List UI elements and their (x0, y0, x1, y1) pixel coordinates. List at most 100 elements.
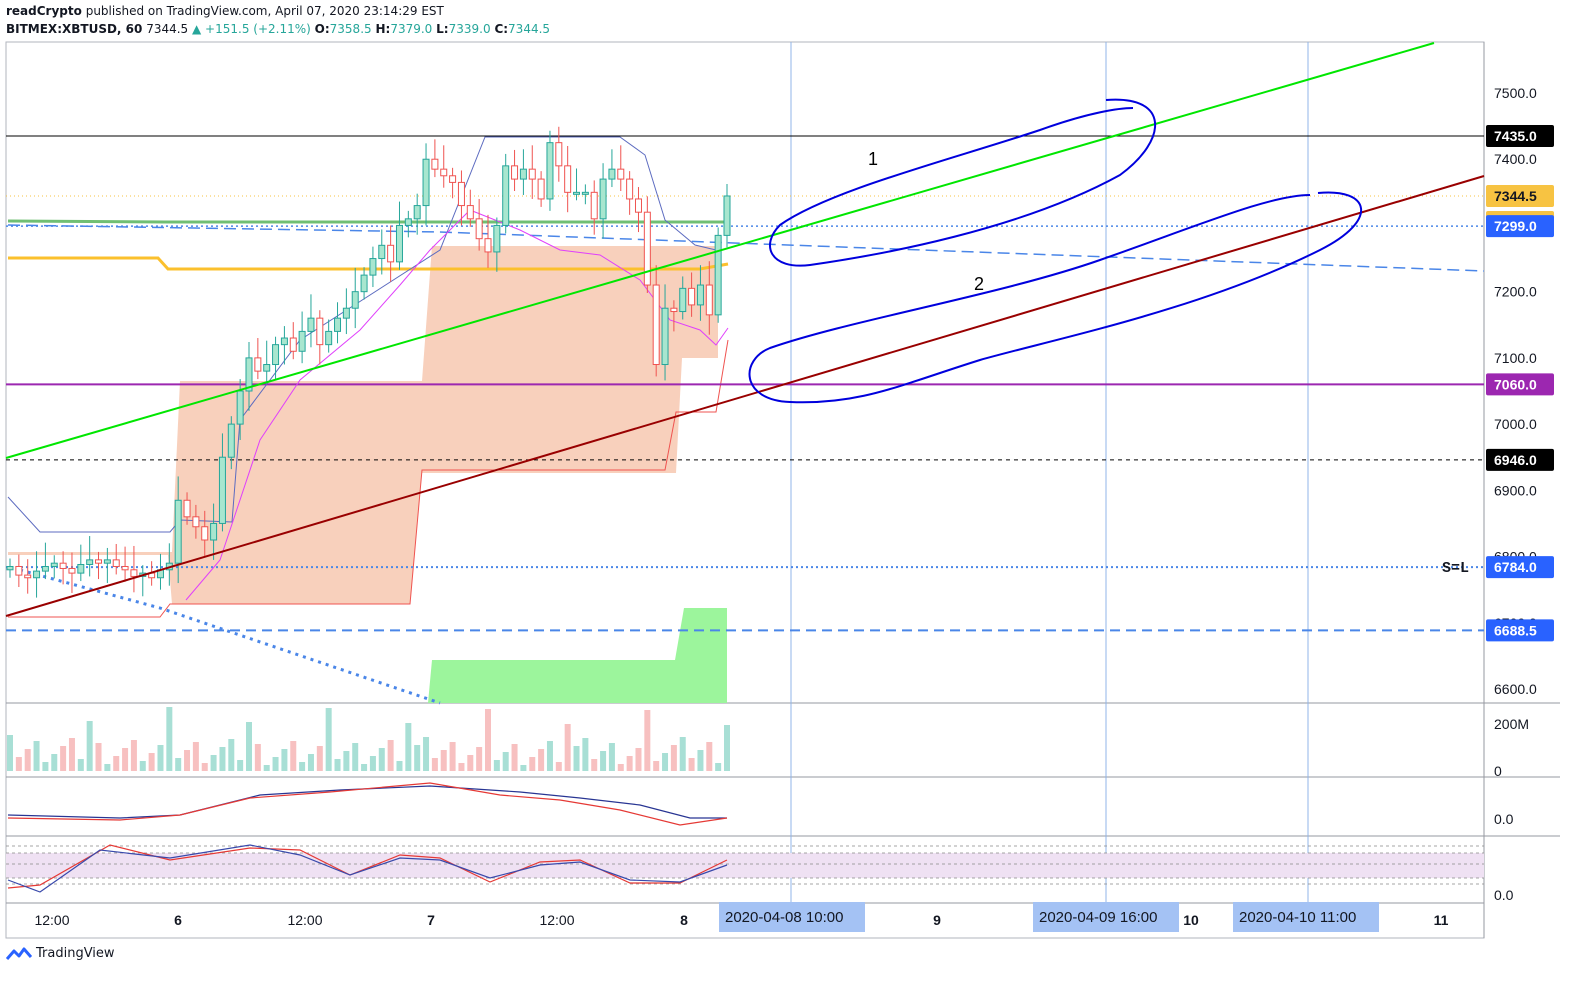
volume-bar (299, 762, 306, 771)
upper-band-line (7, 136, 717, 533)
price-label-bg[interactable] (1486, 125, 1554, 148)
volume-bar (272, 757, 279, 771)
candle-body (670, 307, 678, 313)
stoch-line (7, 844, 728, 893)
price-label-bg[interactable] (1486, 184, 1554, 207)
volume-bar (644, 710, 651, 771)
candle-body (280, 337, 288, 346)
candle-body (440, 168, 448, 177)
candle-body (369, 258, 377, 276)
volume-bar (15, 757, 22, 771)
volume-bar (502, 752, 509, 771)
volume-bar (86, 721, 93, 771)
volume-bar (476, 747, 483, 771)
price-label-bg[interactable] (1486, 556, 1554, 579)
volume-bar (184, 750, 191, 771)
tradingview-watermark[interactable]: TradingView (6, 946, 115, 961)
volume-bar (24, 749, 31, 771)
candle-body (626, 178, 634, 200)
volume-bar (564, 724, 571, 771)
volume-bar (458, 763, 465, 771)
volume-bar (405, 723, 412, 771)
volume-bar (626, 756, 633, 771)
volume-bar (670, 745, 677, 771)
candle-body (502, 165, 510, 226)
volume-bar (7, 735, 13, 771)
volume-bar (263, 765, 270, 771)
volume-bar (95, 743, 102, 771)
candle-body (174, 499, 182, 564)
price-label-bg[interactable] (1486, 215, 1554, 238)
price-label-bg[interactable] (1486, 373, 1554, 396)
candle-body (236, 390, 244, 425)
symbol-label[interactable]: BITMEX:XBTUSD, 60 (6, 22, 143, 36)
volume-bar (60, 746, 67, 771)
volume-bar (122, 748, 129, 771)
candle-body (121, 565, 129, 571)
time-tick-label: 10 (1183, 912, 1199, 928)
volume-bar (369, 756, 376, 771)
volume-bar (148, 753, 155, 771)
candle-body (245, 357, 253, 392)
candle-body (599, 178, 607, 220)
publisher-name[interactable]: readCrypto (6, 4, 82, 18)
price-label-bg[interactable] (1486, 448, 1554, 471)
blue-dotted-trend (19, 568, 441, 705)
volume-bar (538, 749, 545, 771)
close-label: C: (494, 22, 509, 36)
price-tick-label: 6900.0 (1494, 482, 1537, 498)
macd-line (7, 785, 727, 819)
time-tick-label: 12:00 (539, 912, 574, 928)
candle-body (413, 205, 421, 220)
sl-label: S=L (1442, 560, 1469, 577)
candle-body (705, 284, 713, 316)
volume-bar (493, 760, 500, 771)
volume-bar (352, 743, 359, 771)
candle-body (546, 142, 554, 200)
candle-body (289, 337, 297, 352)
volume-bar (697, 750, 704, 771)
open-label: O: (314, 22, 330, 36)
time-tick-label: 9 (933, 912, 941, 928)
candle-body (6, 565, 14, 571)
price-label-bg[interactable] (1486, 619, 1554, 642)
volume-bar (679, 737, 686, 771)
low-label: L: (436, 22, 449, 36)
price-label: 6784.0 (1494, 559, 1537, 575)
volume-bar (617, 764, 624, 771)
candle-body (537, 178, 545, 200)
time-highlight-bg[interactable] (1033, 902, 1179, 932)
volume-bar (635, 748, 642, 771)
pane-axis-label: 0 (1494, 763, 1502, 779)
price-tick-label: 7000.0 (1494, 416, 1537, 432)
time-highlight-bg[interactable] (719, 902, 865, 932)
volume-bar (511, 744, 518, 771)
volume-bar (316, 746, 323, 771)
candle-body (564, 165, 572, 193)
candle-body (227, 423, 235, 458)
volume-bar (396, 761, 403, 771)
candle-body (86, 559, 94, 566)
price-label: 7299.0 (1494, 218, 1537, 234)
volume-bar (192, 742, 199, 771)
annotation-label-1: 1 (868, 149, 878, 169)
price-label: 6946.0 (1494, 452, 1537, 468)
candle-body (41, 565, 49, 572)
high-label: H: (375, 22, 391, 36)
candle-body (112, 559, 120, 567)
volume-bar (175, 758, 182, 771)
volume-bar (33, 741, 40, 771)
candle-body (33, 570, 41, 579)
volume-bar (77, 759, 84, 771)
volume-bar (166, 707, 173, 771)
candle-body (183, 499, 191, 518)
green-ma-line (7, 219, 728, 224)
volume-bar (485, 709, 491, 771)
volume-bar (343, 751, 350, 771)
candle-body (316, 317, 324, 346)
candle-body (50, 562, 58, 567)
candle-body (351, 291, 359, 309)
last-price: 7344.5 (146, 22, 189, 36)
time-highlight-bg[interactable] (1233, 902, 1379, 932)
